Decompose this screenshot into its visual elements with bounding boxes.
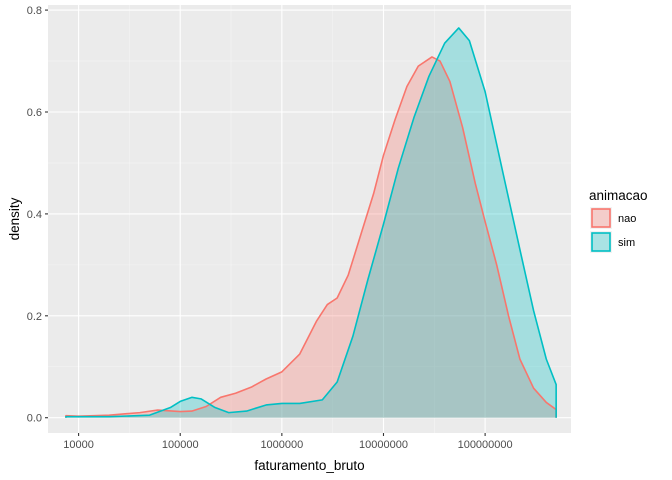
x-tick-label: 100000000 [458,439,513,451]
legend-key-bg-sim [590,231,612,253]
legend-title: animacao [589,188,648,203]
density-line-sim [65,27,557,418]
x-axis-title: faturamento_bruto [254,458,364,473]
y-tick-label: 0.6 [27,107,42,119]
legend-key-swatch-sim [591,232,611,252]
density-area-nao [65,56,557,418]
density-areas [65,27,557,418]
x-tick-label: 10000000 [359,439,408,451]
density-line-nao [65,56,557,418]
legend-label-nao: nao [618,213,636,225]
density-area-sim [65,27,557,418]
y-tick-label: 0.8 [27,5,42,17]
y-tick-label: 0.2 [27,311,42,323]
legend-label-sim: sim [618,237,635,249]
x-tick-label: 100000 [162,439,199,451]
minor-gridlines [48,5,571,433]
x-tick-label: 1000000 [260,439,303,451]
legend-key-swatch-nao [591,208,611,228]
legend: animacao nao sim [589,188,648,253]
y-tick-label: 0.4 [27,209,42,221]
x-tick-label: 10000 [63,439,94,451]
legend-key-bg-nao [590,207,612,229]
y-tick-label: 0.0 [27,413,42,425]
y-axis: 0.0 0.2 0.4 0.6 0.8 [27,5,48,425]
y-axis-title: density [7,197,22,240]
x-axis: 10000 100000 1000000 10000000 100000000 [63,433,513,451]
density-lines [65,27,557,418]
